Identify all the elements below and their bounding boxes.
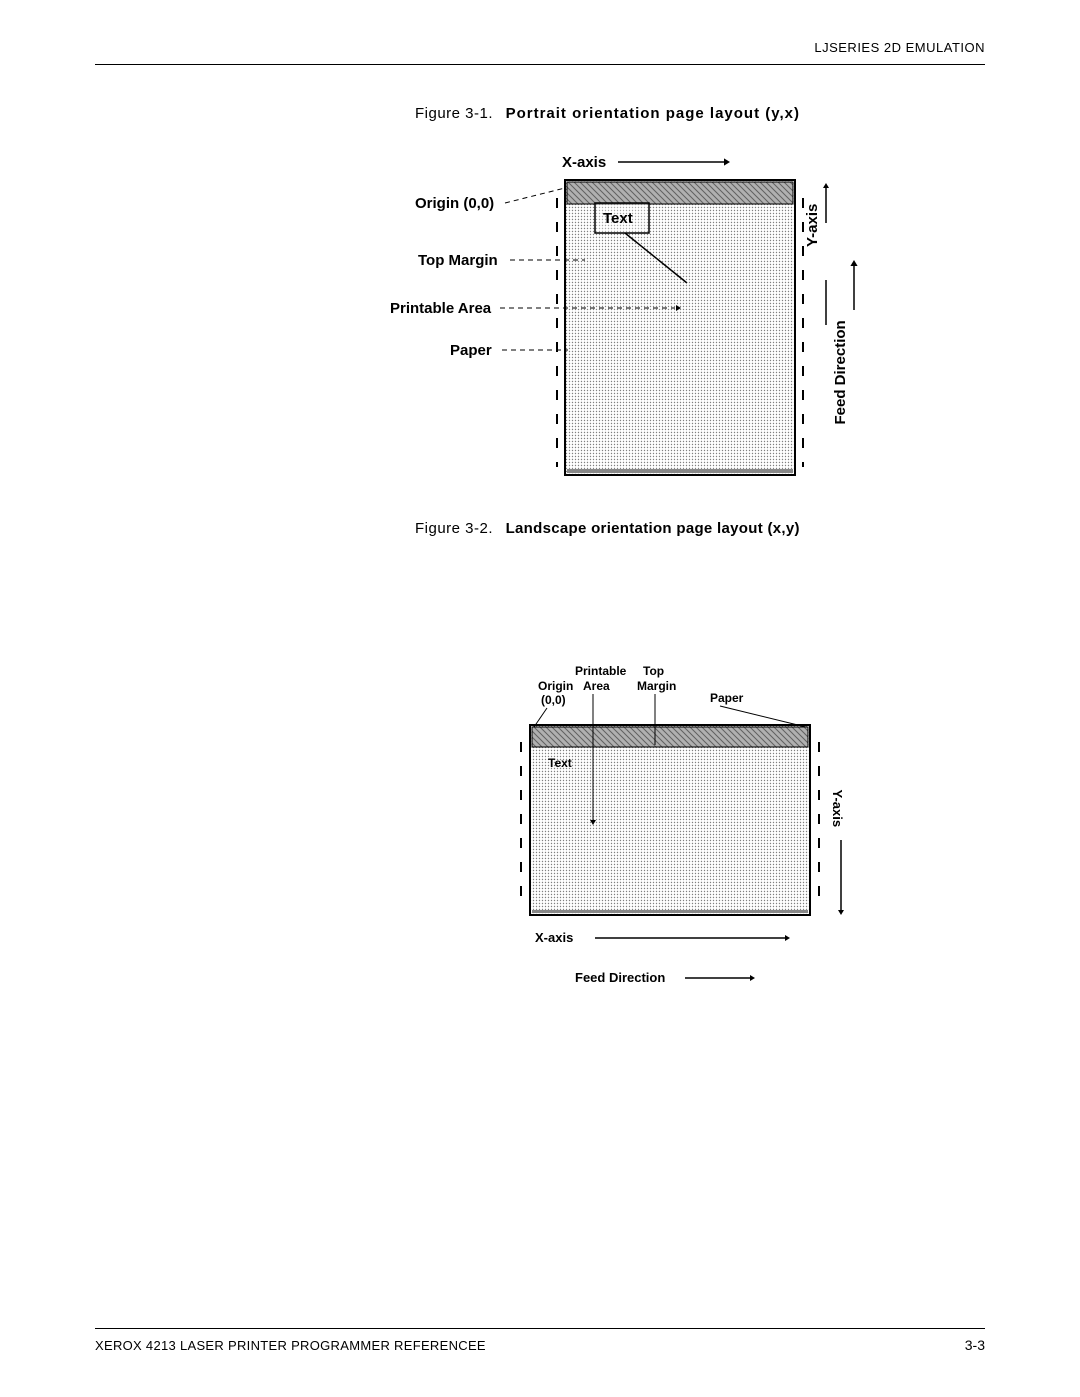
svg-text:Top: Top (643, 664, 664, 678)
svg-text:Y-axis: Y-axis (830, 790, 845, 828)
footer-rule (95, 1328, 985, 1329)
svg-text:Paper: Paper (450, 342, 492, 359)
svg-text:Top Margin: Top Margin (418, 252, 498, 269)
svg-text:Text: Text (548, 756, 572, 770)
figure2-title: Landscape orientation page layout (x,y) (506, 520, 800, 537)
figure2-diagram: Text Origin(0,0) PrintableArea TopMargin Pap… (475, 620, 905, 1000)
svg-text:Origin (0,0): Origin (0,0) (415, 195, 494, 212)
footer-right: 3-3 (965, 1337, 985, 1353)
svg-text:Margin: Margin (637, 679, 676, 693)
svg-text:Text: Text (603, 210, 633, 227)
page-header: LJSERIES 2D EMULATION (814, 40, 985, 55)
svg-text:Y-axis: Y-axis (804, 204, 821, 247)
figure2-caption: Figure 3-2. Landscape orientation page l… (415, 520, 800, 537)
svg-text:Area: Area (583, 679, 610, 693)
footer-left: XEROX 4213 LASER PRINTER PROGRAMMER REFE… (95, 1338, 486, 1353)
svg-text:Paper: Paper (710, 691, 744, 705)
figure1-caption: Figure 3-1. Portrait orientation page la… (415, 105, 800, 122)
header-rule (95, 64, 985, 65)
svg-text:Printable Area: Printable Area (390, 300, 492, 317)
svg-text:Origin: Origin (538, 679, 573, 693)
figure1-diagram: Text X-axis Origin (0,0) Top Margin Printabl… (370, 140, 890, 500)
svg-text:Feed Direction: Feed Direction (832, 320, 849, 424)
svg-text:Feed Direction: Feed Direction (575, 970, 665, 985)
page-content: LJSERIES 2D EMULATION Figure 3-1. Portra… (95, 40, 985, 1357)
figure2-number: Figure 3-2. (415, 520, 493, 537)
figure1-title: Portrait orientation page layout (y,x) (506, 105, 800, 122)
svg-text:Printable: Printable (575, 664, 627, 678)
svg-text:X-axis: X-axis (562, 154, 606, 171)
svg-text:(0,0): (0,0) (541, 693, 566, 707)
figure1-number: Figure 3-1. (415, 105, 493, 122)
svg-text:X-axis: X-axis (535, 930, 573, 945)
